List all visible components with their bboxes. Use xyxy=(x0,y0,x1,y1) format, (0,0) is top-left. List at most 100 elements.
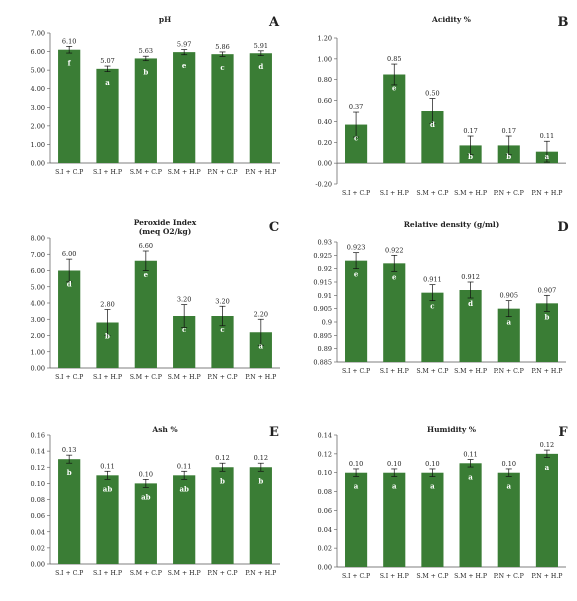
chart-title: Acidity % xyxy=(431,15,471,24)
chart-svg: Humidity % F 0.00 0.02 0.04 0.06 0.08 0.10 0.12 0… xyxy=(318,425,569,580)
x-tick-label: S.I + H.P xyxy=(93,374,122,381)
y-tick-label: 7.00 xyxy=(31,251,45,259)
x-tick-label: P.N + H.P xyxy=(531,368,562,375)
data-label: 0.10 xyxy=(139,470,153,478)
data-label: 0.11 xyxy=(100,462,114,470)
y-tick-label: 0.10 xyxy=(31,480,45,488)
significance-letter: d xyxy=(468,299,473,308)
y-tick-label: 0.895 xyxy=(313,332,332,340)
data-label: 0.912 xyxy=(461,273,480,281)
y-tick-label: 0.92 xyxy=(318,265,332,273)
significance-letter: a xyxy=(105,78,110,87)
y-tick-label: 0.00 xyxy=(318,160,332,168)
panel-letter: A xyxy=(268,15,280,30)
bar xyxy=(134,58,157,163)
significance-letter: a xyxy=(354,482,359,491)
bar xyxy=(173,52,196,163)
bar xyxy=(383,472,406,567)
bar xyxy=(383,74,406,164)
significance-letter: a xyxy=(259,341,264,350)
bar xyxy=(58,49,81,163)
significance-letter: a xyxy=(430,482,435,491)
x-tick-label: S.M + C.P xyxy=(130,374,162,381)
y-tick-label: 0.9 xyxy=(322,319,332,327)
y-tick-label: 0.00 xyxy=(31,365,45,373)
x-tick-label: S.M + H.P xyxy=(168,169,201,176)
bar xyxy=(459,463,482,567)
x-tick-label: S.M + H.P xyxy=(168,570,201,577)
chart-panel-b: Acidity % B -0.20 0.00 0.20 0.40 0.60 0.80 1.00 1… xyxy=(288,0,577,199)
data-label: 0.923 xyxy=(347,244,366,252)
x-tick-label: S.I + C.P xyxy=(55,169,83,176)
bar xyxy=(535,303,558,362)
y-tick-label: 0.915 xyxy=(313,279,332,287)
bar xyxy=(173,316,196,368)
x-tick-label: S.I + H.P xyxy=(93,169,122,176)
bar xyxy=(459,290,482,362)
data-label: 0.12 xyxy=(254,454,268,462)
data-label: 3.20 xyxy=(215,297,229,305)
x-tick-label: S.I + C.P xyxy=(342,368,370,375)
x-tick-label: S.M + C.P xyxy=(416,368,448,375)
significance-letter: c xyxy=(182,325,186,334)
significance-letter: a xyxy=(506,482,511,491)
significance-letter: a xyxy=(392,482,397,491)
significance-letter: e xyxy=(392,272,397,281)
bar xyxy=(96,68,119,163)
y-tick-label: 0.14 xyxy=(31,448,45,456)
data-label: 0.10 xyxy=(387,460,401,468)
significance-letter: b xyxy=(544,312,549,321)
y-tick-label: 0.12 xyxy=(318,450,332,458)
y-tick-label: 0.06 xyxy=(31,512,45,520)
x-tick-label: S.M + H.P xyxy=(454,573,487,580)
significance-letter: ab xyxy=(141,492,151,501)
data-label: 0.12 xyxy=(540,441,554,449)
significance-letter: c xyxy=(430,302,434,311)
x-tick-label: S.I + C.P xyxy=(342,573,370,580)
significance-letter: ab xyxy=(179,484,189,493)
y-tick-label: 0.925 xyxy=(313,252,332,260)
significance-letter: e xyxy=(182,61,187,70)
chart-panel-f: Humidity % F 0.00 0.02 0.04 0.06 0.08 0.10 0.12 0… xyxy=(288,410,577,597)
x-tick-label: P.N + H.P xyxy=(245,169,276,176)
bar xyxy=(249,332,272,368)
x-tick-label: S.M + C.P xyxy=(416,573,448,580)
x-tick-label: S.M + H.P xyxy=(454,190,487,197)
y-tick-label: 4.00 xyxy=(31,85,45,93)
bar xyxy=(96,322,119,368)
y-tick-label: 0.02 xyxy=(318,545,332,553)
chart-panel-d: Relative density (g/ml) D 0.885 0.89 0.895 0.… xyxy=(288,205,577,404)
y-tick-label: 6.00 xyxy=(31,267,45,275)
significance-letter: a xyxy=(506,318,511,327)
x-tick-label: P.N + C.P xyxy=(207,374,237,381)
bar xyxy=(211,316,234,368)
data-label: 0.12 xyxy=(215,454,229,462)
chart-panel-a: pH A 0.00 1.00 2.00 3.00 4.00 5.00 6.00 7.00 6.10 f… xyxy=(0,0,288,199)
y-tick-label: 0.40 xyxy=(318,118,332,126)
y-tick-label: 0.905 xyxy=(313,305,332,313)
bar xyxy=(345,472,368,567)
data-label: 2.20 xyxy=(254,310,268,318)
bar xyxy=(535,453,558,567)
y-tick-label: -0.20 xyxy=(315,181,332,189)
bar xyxy=(497,308,520,362)
x-tick-label: P.N + C.P xyxy=(207,570,237,577)
y-tick-label: 0.06 xyxy=(318,507,332,515)
significance-letter: e xyxy=(392,84,397,93)
bar xyxy=(421,472,444,567)
chart-svg: pH A 0.00 1.00 2.00 3.00 4.00 5.00 6.00 7.00 6.10 f… xyxy=(31,15,280,176)
chart-subtitle: (meq O2/kg) xyxy=(139,227,192,236)
x-tick-label: P.N + C.P xyxy=(494,190,524,197)
x-tick-label: S.M + H.P xyxy=(168,374,201,381)
significance-letter: d xyxy=(258,62,263,71)
data-label: 0.10 xyxy=(425,460,439,468)
chart-svg: Relative density (g/ml) D 0.885 0.89 0.895 0.… xyxy=(313,220,568,375)
x-tick-label: P.N + H.P xyxy=(531,190,562,197)
y-tick-label: 4.00 xyxy=(31,300,45,308)
data-label: 0.85 xyxy=(387,55,401,63)
data-label: 5.97 xyxy=(177,41,191,49)
y-tick-label: 0.04 xyxy=(31,528,45,536)
bar xyxy=(497,472,520,567)
chart-panel-e: Ash % E 0.00 0.02 0.04 0.06 0.08 0.10 0.12 0.14 0.… xyxy=(0,410,288,597)
